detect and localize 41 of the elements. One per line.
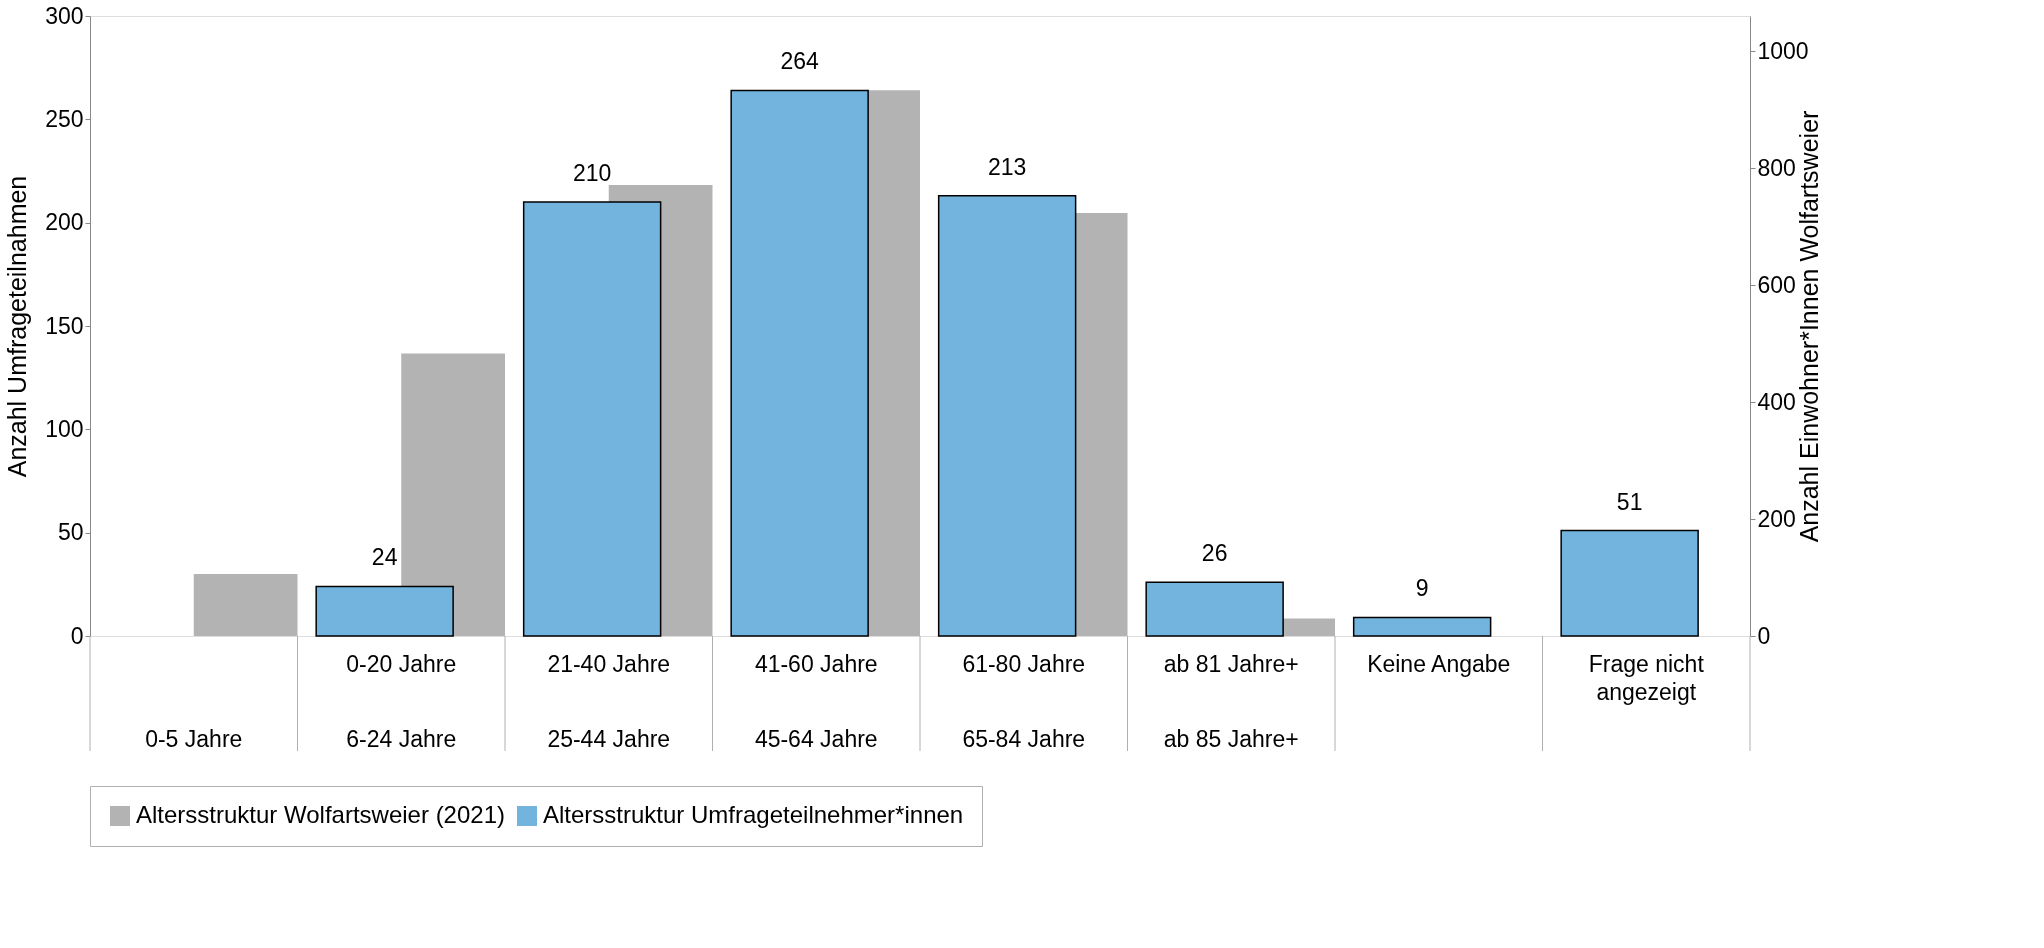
text: 65-84 Jahre [962,726,1086,752]
y-tick-label: 250 [45,105,84,132]
y-tick-label: 200 [45,209,84,236]
text: 6-24 Jahre [346,726,457,752]
bar [1560,529,1699,637]
data-label: 210 [572,160,612,186]
y-tick-label: 150 [45,312,84,339]
y2-tick-label: 200 [1757,505,1796,532]
data-label: 213 [987,153,1027,180]
text: ab 85 Jahre+ [1163,726,1299,752]
data-label: 9 [1415,575,1429,602]
y2-tick-label: 600 [1757,271,1796,298]
y-tick-label: 300 [45,2,84,29]
bar [315,585,454,637]
x-tick-label: ab 81 Jahre+ [1163,651,1299,677]
text: 25-44 Jahre [547,726,671,752]
x-tick-label: Frage nicht angezeigt [1588,651,1705,705]
y-tick-label: 50 [57,519,84,546]
x-tick-label: Keine Angabe [1367,651,1511,677]
data-label: 264 [780,48,820,75]
x-tick-label: 21-40 Jahre [547,651,671,677]
text: 0-5 Jahre [145,726,243,752]
data-label: 51 [1616,488,1643,515]
y2-tick-label: 800 [1757,154,1796,181]
y-tick-label: 0 [70,622,84,649]
data-label: 24 [371,544,398,571]
x-tick-label: 61-80 Jahre [962,651,1086,677]
bar [1352,616,1492,637]
legend-label: Altersstruktur Wolfartsweier (2021) [136,801,505,828]
y2-tick-label: 400 [1757,388,1796,415]
y-axis-title: Anzahl Umfrageteilnahmen [3,175,32,478]
y-tick-label: 100 [45,415,84,442]
legend-label: Altersstruktur Umfrageteilnehmer*innen [543,801,964,828]
text: 45-64 Jahre [754,726,878,752]
x-tick-label: 41-60 Jahre [754,651,878,677]
y2-tick-label: 1000 [1757,37,1809,64]
bar [1145,581,1284,637]
y2-tick-label: 0 [1757,622,1771,649]
data-label: 26 [1201,540,1228,567]
y2-axis-title: Anzahl Einwohner*Innen Wolfartsweier [1794,110,1823,543]
x-tick-label: 0-20 Jahre [346,651,457,677]
